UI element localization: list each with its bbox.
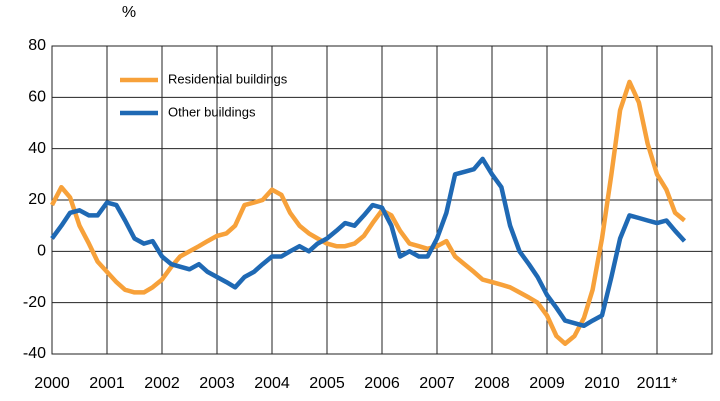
legend-label: Other buildings (168, 104, 256, 119)
y-axis-label: % (122, 4, 136, 21)
y-tick-label: -20 (23, 294, 46, 311)
x-tick-label: 2011* (637, 375, 678, 392)
x-tick-label: 2002 (144, 375, 180, 392)
plot-frame (51, 45, 713, 355)
y-tick-label: 40 (28, 140, 46, 157)
x-tick-label: 2004 (254, 375, 290, 392)
x-tick-label: 2001 (89, 375, 125, 392)
x-tick-label: 2009 (529, 375, 565, 392)
x-tick-label: 2005 (309, 375, 345, 392)
legend-label: Residential buildings (168, 71, 288, 86)
x-tick-label: 2006 (364, 375, 400, 392)
y-tick-label: -40 (23, 345, 46, 362)
y-tick-label: 60 (28, 89, 46, 106)
x-tick-label: 2010 (584, 375, 620, 392)
y-tick-label: 20 (28, 191, 46, 208)
y-tick-label: 0 (37, 243, 46, 260)
x-tick-label: 2003 (199, 375, 235, 392)
x-tick-label: 2008 (474, 375, 510, 392)
series-line (50, 79, 686, 346)
x-tick-label: 2000 (34, 375, 70, 392)
x-tick-label: 2007 (419, 375, 455, 392)
series-line (50, 156, 687, 329)
y-tick-label: 80 (28, 37, 46, 54)
